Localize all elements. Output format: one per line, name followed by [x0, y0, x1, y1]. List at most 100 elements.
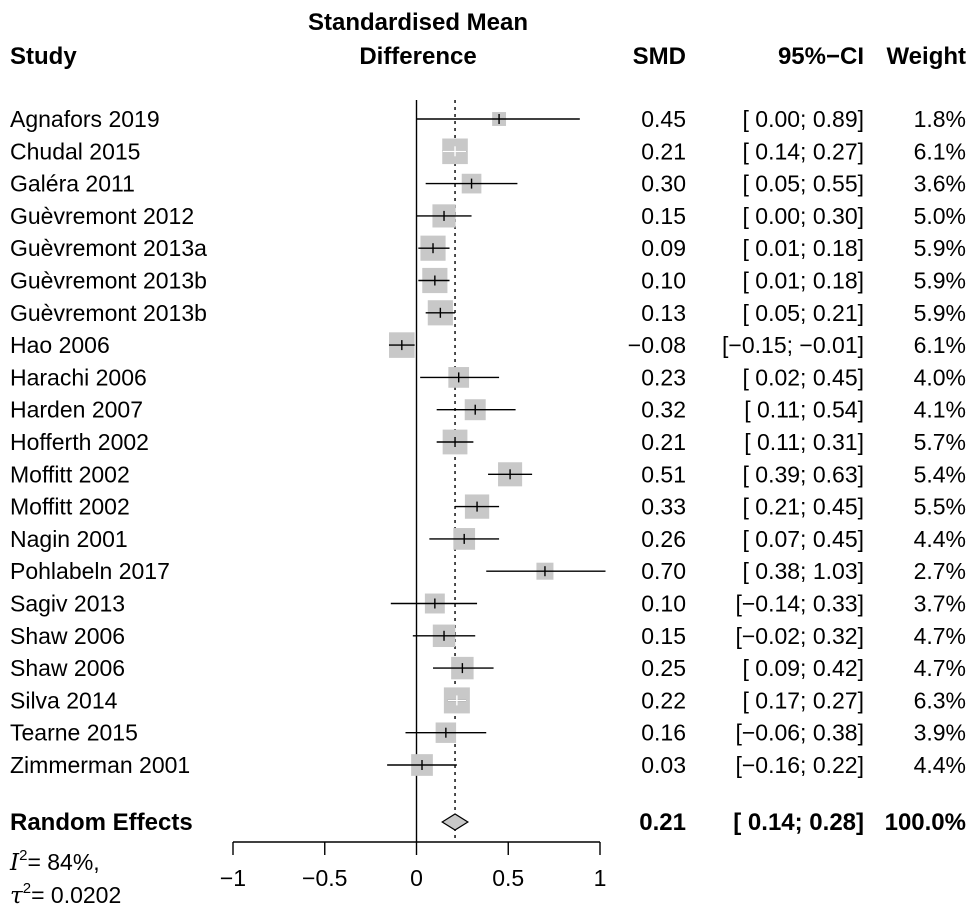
study-row: Silva 2014 0.22 [ 0.17; 0.27] 6.3% — [10, 687, 966, 714]
study-row: Guèvremont 2012 0.15 [ 0.00; 0.30] 5.0% — [10, 203, 966, 229]
study-smd-value: 0.30 — [641, 171, 686, 197]
study-smd-value: 0.15 — [641, 623, 686, 649]
i2-statistic: I2= 84%, — [9, 847, 100, 876]
study-ci-value: [ 0.07; 0.45] — [743, 526, 864, 552]
summary-ci-value: [ 0.14; 0.28] — [733, 809, 864, 836]
study-smd-value: 0.22 — [641, 687, 686, 713]
study-label: Agnafors 2019 — [10, 106, 160, 132]
x-axis-tick-label: −0.5 — [302, 865, 347, 891]
study-weight-value: 5.5% — [914, 494, 966, 520]
study-ci-value: [ 0.11; 0.31] — [744, 429, 864, 455]
tau2-statistic: τ2= 0.0202 — [10, 880, 121, 909]
study-ci-value: [−0.16; 0.22] — [735, 752, 864, 778]
study-ci-value: [ 0.21; 0.45] — [743, 494, 864, 520]
study-label: Hofferth 2002 — [10, 429, 149, 455]
study-smd-value: 0.10 — [641, 268, 686, 294]
study-rows: Agnafors 2019 0.45 [ 0.00; 0.89] 1.8% Chudal… — [10, 106, 966, 778]
study-ci-value: [ 0.39; 0.63] — [743, 461, 864, 487]
study-label: Guèvremont 2013a — [10, 235, 207, 261]
study-smd-value: 0.13 — [641, 300, 686, 326]
study-weight-value: 4.4% — [914, 752, 966, 778]
study-weight-value: 4.4% — [914, 526, 966, 552]
study-weight-value: 5.7% — [914, 429, 966, 455]
study-weight-value: 6.1% — [914, 138, 966, 164]
study-row: Shaw 2006 0.25 [ 0.09; 0.42] 4.7% — [10, 655, 966, 681]
study-row: Pohlabeln 2017 0.70 [ 0.38; 1.03] 2.7% — [10, 558, 966, 584]
study-label: Shaw 2006 — [10, 655, 125, 681]
chart-title-line-1: Standardised Mean — [308, 9, 528, 36]
study-ci-value: [−0.14; 0.33] — [735, 591, 864, 617]
study-smd-value: 0.21 — [641, 138, 686, 164]
study-ci-value: [−0.15; −0.01] — [722, 332, 864, 358]
study-row: Hofferth 2002 0.21 [ 0.11; 0.31] 5.7% — [10, 429, 966, 455]
summary-smd-value: 0.21 — [639, 809, 686, 836]
study-smd-value: 0.26 — [641, 526, 686, 552]
study-label: Harden 2007 — [10, 397, 143, 423]
study-row: Harachi 2006 0.23 [ 0.02; 0.45] 4.0% — [10, 364, 966, 390]
study-label: Nagin 2001 — [10, 526, 128, 552]
study-label: Chudal 2015 — [10, 138, 140, 164]
header-weight: Weight — [886, 43, 966, 70]
tau2-symbol: τ — [10, 883, 24, 909]
study-smd-value: 0.10 — [641, 591, 686, 617]
x-axis-tick-label: 1 — [594, 865, 607, 891]
study-smd-value: 0.09 — [641, 235, 686, 261]
study-row: Galéra 2011 0.30 [ 0.05; 0.55] 3.6% — [10, 171, 966, 197]
study-label: Guèvremont 2013b — [10, 268, 207, 294]
study-weight-value: 2.7% — [914, 558, 966, 584]
study-label: Sagiv 2013 — [10, 591, 125, 617]
summary-label: Random Effects — [10, 809, 193, 836]
study-ci-value: [ 0.05; 0.55] — [743, 171, 864, 197]
summary-weight-value: 100.0% — [885, 809, 966, 836]
study-smd-value: 0.32 — [641, 397, 686, 423]
study-ci-value: [−0.06; 0.38] — [735, 720, 864, 746]
study-ci-value: [ 0.09; 0.42] — [743, 655, 864, 681]
tau2-superscript: 2 — [23, 880, 31, 897]
study-ci-value: [ 0.01; 0.18] — [743, 268, 864, 294]
i2-value: = 84%, — [27, 849, 99, 875]
study-label: Guèvremont 2013b — [10, 300, 207, 326]
study-ci-value: [ 0.00; 0.30] — [743, 203, 864, 229]
study-ci-value: [ 0.02; 0.45] — [743, 364, 864, 390]
study-weight-value: 4.7% — [914, 623, 966, 649]
study-row: Chudal 2015 0.21 [ 0.14; 0.27] 6.1% — [10, 138, 966, 164]
header-smd: SMD — [633, 43, 686, 70]
study-weight-value: 6.3% — [914, 687, 966, 713]
study-smd-value: 0.21 — [641, 429, 686, 455]
x-axis: −1 −0.5 0 0.5 1 — [220, 841, 607, 891]
study-label: Moffitt 2002 — [10, 461, 130, 487]
study-label: Tearne 2015 — [10, 720, 138, 746]
study-ci-value: [ 0.00; 0.89] — [743, 106, 864, 132]
summary-row: Random Effects 0.21 [ 0.14; 0.28] 100.0% — [10, 809, 966, 836]
study-weight-value: 3.7% — [914, 591, 966, 617]
study-label: Galéra 2011 — [10, 171, 135, 197]
study-ci-value: [ 0.14; 0.27] — [743, 138, 864, 164]
study-weight-value: 4.0% — [914, 364, 966, 390]
study-row: Tearne 2015 0.16 [−0.06; 0.38] 3.9% — [10, 720, 966, 746]
study-smd-value: −0.08 — [628, 332, 686, 358]
study-weight-value: 6.1% — [914, 332, 966, 358]
header-ci: 95%−CI — [778, 43, 864, 70]
study-label: Moffitt 2002 — [10, 494, 130, 520]
study-row: Agnafors 2019 0.45 [ 0.00; 0.89] 1.8% — [10, 106, 966, 132]
study-row: Zimmerman 2001 0.03 [−0.16; 0.22] 4.4% — [10, 752, 966, 778]
study-weight-value: 1.8% — [914, 106, 966, 132]
study-weight-value: 4.1% — [914, 397, 966, 423]
i2-symbol: I — [9, 850, 20, 876]
study-smd-value: 0.03 — [641, 752, 686, 778]
study-row: Sagiv 2013 0.10 [−0.14; 0.33] 3.7% — [10, 591, 966, 617]
x-axis-tick-label: 0 — [410, 865, 423, 891]
x-axis-tick-label: 0.5 — [492, 865, 524, 891]
study-smd-value: 0.23 — [641, 364, 686, 390]
study-weight-value: 5.0% — [914, 203, 966, 229]
study-row: Moffitt 2002 0.51 [ 0.39; 0.63] 5.4% — [10, 461, 966, 487]
header-study: Study — [10, 43, 77, 70]
chart-title-line-2: Difference — [359, 43, 476, 70]
study-weight-value: 3.6% — [914, 171, 966, 197]
study-weight-value: 5.9% — [914, 235, 966, 261]
study-smd-value: 0.51 — [641, 461, 686, 487]
reference-lines — [415, 100, 456, 842]
study-label: Harachi 2006 — [10, 364, 147, 390]
study-smd-value: 0.15 — [641, 203, 686, 229]
